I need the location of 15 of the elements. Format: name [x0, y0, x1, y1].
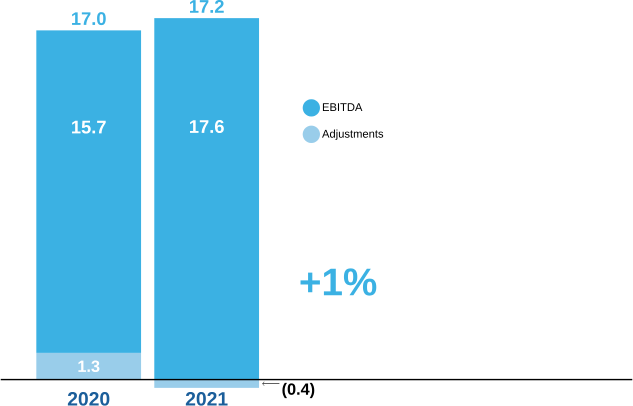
data-label: 1.3: [78, 360, 100, 372]
bar: [154, 380, 260, 388]
x-tick-label: 2020: [68, 392, 110, 406]
legend-label: EBITDA: [322, 103, 362, 112]
data-label: 17.6: [190, 120, 224, 134]
x-tick-label: 2021: [186, 392, 228, 406]
legend-label: Adjustments: [322, 130, 384, 140]
bar: [36, 30, 142, 354]
bar: [154, 18, 260, 380]
bar: [36, 353, 142, 380]
total-label: 17.0: [72, 12, 106, 26]
data-label: (0.4): [282, 383, 314, 398]
text: +1%: [300, 268, 376, 296]
data-label: 15.7: [72, 120, 106, 134]
total-label: 17.2: [190, 0, 224, 13]
